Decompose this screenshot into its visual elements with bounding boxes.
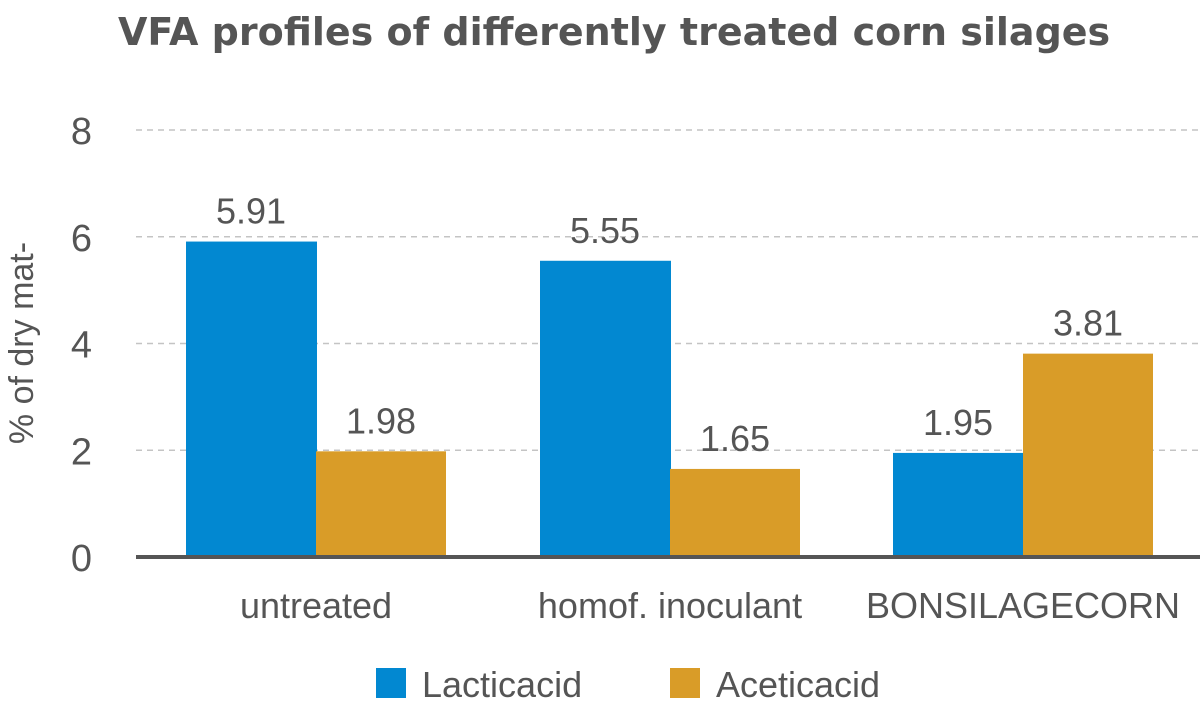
legend: Lacticacid Aceticacid <box>376 664 880 705</box>
axes: 0 2 4 6 8 % of dry mat-untreated homof. inocul… <box>3 111 1200 626</box>
x-tick-label: homof. inoculant <box>538 585 802 626</box>
bars <box>186 241 1153 557</box>
y-tick-label: 2 <box>71 431 92 473</box>
legend-swatch-lacticacid <box>376 668 406 698</box>
data-label: 3.81 <box>1053 303 1123 344</box>
y-tick-label: 8 <box>71 111 92 153</box>
y-tick-label: 0 <box>71 538 92 580</box>
data-label: 1.65 <box>700 418 770 459</box>
data-label: 1.98 <box>346 400 416 441</box>
y-tick-label: 6 <box>71 218 92 260</box>
bar-lacticacid-1 <box>540 260 671 557</box>
y-axis-label: % of dry mat- <box>3 242 41 444</box>
data-label: 5.91 <box>216 191 286 232</box>
legend-label: Aceticacid <box>716 664 880 705</box>
bar-aceticacid-2 <box>1023 353 1153 557</box>
bar-aceticacid-1 <box>670 468 800 557</box>
x-tick-label: untreated <box>240 585 392 626</box>
bar-lacticacid-0 <box>186 241 317 557</box>
chart-title: VFA profiles of differently treated corn… <box>118 10 1111 54</box>
bar-aceticacid-0 <box>316 451 446 557</box>
x-tick-label: BONSILAGECORN <box>866 585 1180 626</box>
data-label: 5.55 <box>570 210 640 251</box>
data-label: 1.95 <box>923 402 993 443</box>
legend-label: Lacticacid <box>422 664 582 705</box>
bar-lacticacid-2 <box>893 452 1024 557</box>
legend-swatch-aceticacid <box>670 668 700 698</box>
y-tick-label: 4 <box>71 325 92 367</box>
data-labels: 5.91 5.55 1.95 1.98 1.65 3.81 <box>216 191 1123 459</box>
